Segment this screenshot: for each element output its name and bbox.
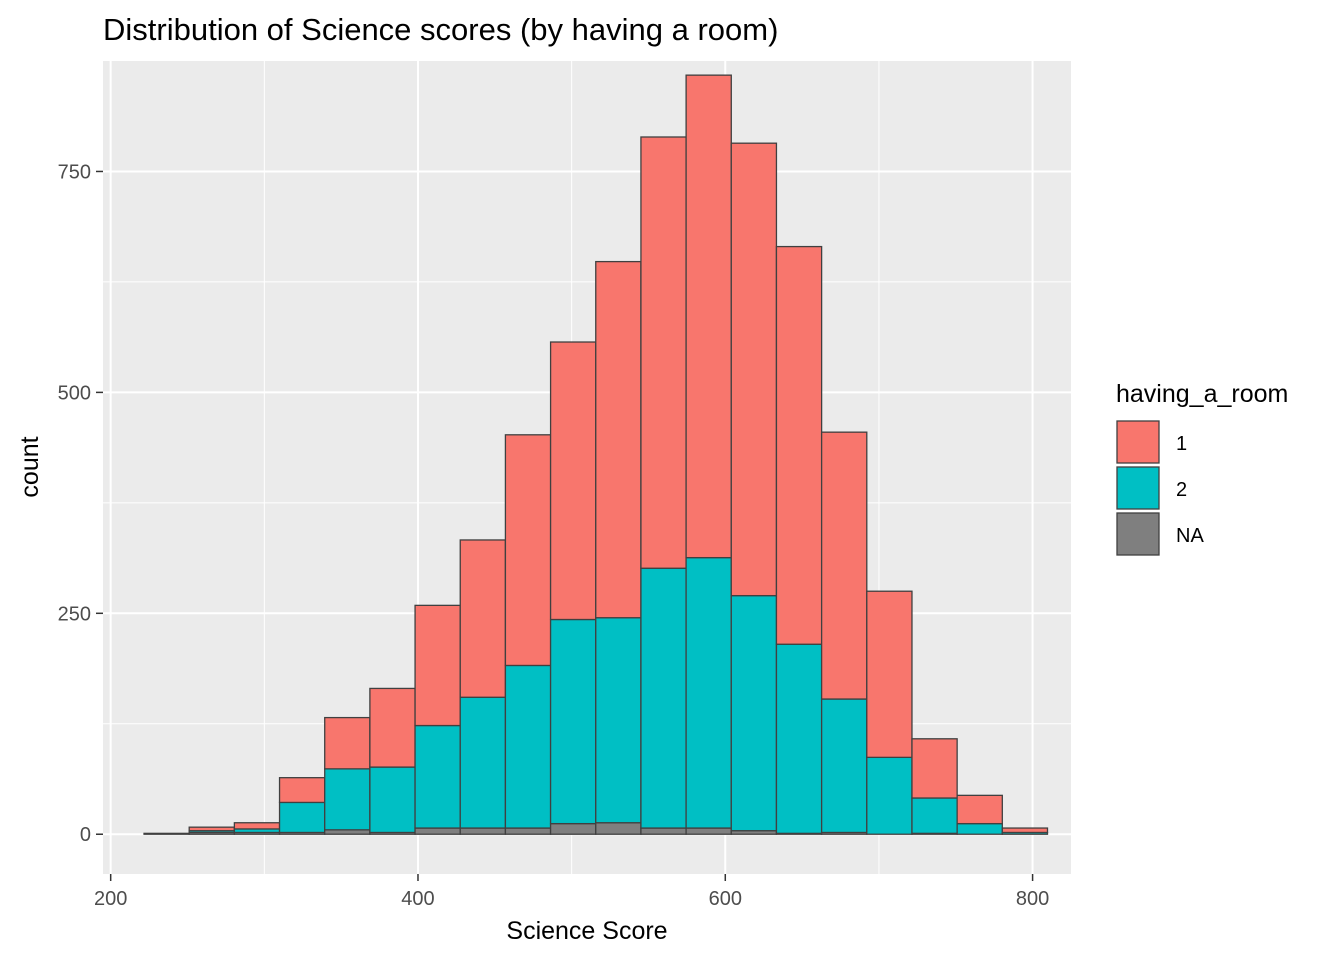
bar-segment-2: [956, 822, 1003, 835]
legend-label: 2: [1176, 479, 1187, 501]
legend-key-na: [1116, 512, 1160, 556]
bar-segment-na: [685, 827, 732, 835]
bar-segment-2: [414, 724, 461, 829]
bar-segment-2: [504, 664, 552, 829]
y-tick-label: 750: [58, 161, 91, 183]
x-axis-title: Science Score: [506, 917, 667, 945]
bar-segment-1: [414, 604, 461, 727]
bar-segment-1: [1001, 827, 1049, 834]
bar-segment-2: [685, 556, 732, 829]
bar-segment-1: [956, 794, 1003, 825]
bar-segment-2: [730, 594, 778, 832]
bar-segment-2: [911, 797, 958, 835]
bar-segment-2: [549, 618, 597, 825]
bar-segment-1: [459, 539, 507, 698]
bar-segment-2: [820, 698, 868, 834]
y-tick-label: 0: [80, 824, 91, 846]
legend-key-1: [1116, 420, 1160, 464]
bar-segment-1: [278, 777, 326, 804]
legend-items: 1 2 NA: [1116, 420, 1204, 556]
histogram-bars: [143, 74, 1049, 835]
bar-segment-1: [911, 738, 958, 799]
bar-segment-na: [595, 822, 642, 835]
legend-title: having_a_room: [1116, 380, 1288, 408]
legend: having_a_room 1 2 NA: [1116, 380, 1288, 556]
bar-segment-1: [369, 687, 416, 768]
x-tick-label: 400: [401, 888, 434, 910]
bar-segment-1: [324, 716, 371, 770]
x-tick-label: 200: [94, 888, 127, 910]
bar-segment-na: [324, 829, 371, 835]
bar-segment-2: [866, 756, 913, 835]
bar-segment-2: [775, 643, 823, 835]
bar-segment-1: [685, 74, 732, 559]
y-axis: 0 250 500 750: [58, 161, 103, 846]
bar-segment-na: [414, 827, 461, 835]
bar-segment-1: [730, 142, 778, 597]
x-tick-label: 600: [709, 888, 742, 910]
bar-segment-1: [866, 590, 913, 759]
y-tick-label: 500: [58, 382, 91, 404]
bar-segment-2: [459, 696, 507, 829]
y-tick-label: 250: [58, 603, 91, 625]
bar-segment-na: [640, 827, 687, 835]
bar-segment-na: [459, 827, 507, 835]
bar-segment-1: [640, 136, 687, 569]
bar-segment-1: [233, 822, 281, 830]
bar-segment-na: [504, 827, 552, 835]
bar-segment-1: [549, 341, 597, 621]
bar-segment-2: [278, 801, 326, 834]
bar-segment-1: [775, 245, 823, 645]
bar-segment-1: [820, 431, 868, 700]
bar-segment-2: [324, 768, 371, 831]
bar-segment-1: [188, 826, 236, 832]
legend-key-2: [1116, 466, 1160, 510]
x-tick-label: 800: [1016, 888, 1049, 910]
bar-segment-2: [640, 567, 687, 829]
bar-segment-1: [504, 434, 552, 667]
legend-label: NA: [1176, 525, 1204, 547]
chart-title: Distribution of Science scores (by havin…: [103, 12, 778, 47]
bar-segment-2: [369, 766, 416, 834]
x-axis: 200 400 600 800: [94, 874, 1049, 910]
bar-segment-1: [595, 260, 642, 619]
y-axis-title: count: [16, 436, 44, 497]
bar-segment-na: [143, 832, 190, 835]
legend-label: 1: [1176, 433, 1187, 455]
bar-segment-2: [595, 617, 642, 824]
bar-segment-na: [549, 822, 597, 835]
